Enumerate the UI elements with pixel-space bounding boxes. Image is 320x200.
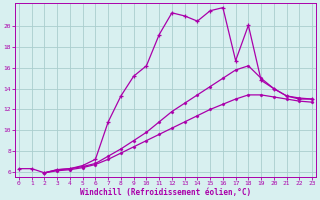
X-axis label: Windchill (Refroidissement éolien,°C): Windchill (Refroidissement éolien,°C): [80, 188, 251, 197]
